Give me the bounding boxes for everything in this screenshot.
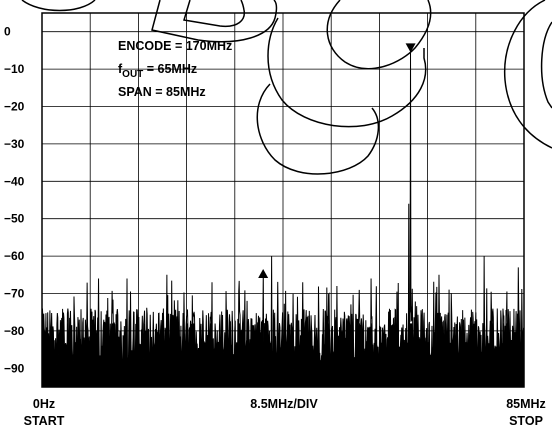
span-annotation: SPAN = 85MHz [118,85,206,99]
x-label-start: START [24,414,65,428]
y-tick-label: −10 [4,62,25,76]
fout-subscript: OUT [122,69,143,80]
x-axis-labels: 0Hz START 8.5MHz/DIV 85MHz STOP [24,397,546,428]
fout-main: f [118,62,123,76]
decorative-curve [267,17,427,128]
fout-annotation: fOUT = 65MHz [118,62,197,80]
x-label-start-freq: 0Hz [33,397,55,411]
y-tick-label: −50 [4,212,25,226]
y-tick-label: −80 [4,324,25,338]
decorative-curve [256,83,380,175]
encode-annotation: ENCODE = 170MHz [118,39,232,53]
x-label-stop-freq: 85MHz [506,397,546,411]
y-axis-ticks: 0 −10 −20 −30 −40 −50 −60 −70 −80 −90 [4,25,25,376]
y-tick-label: −60 [4,249,25,263]
decorative-curve [183,0,246,28]
annotation-block: ENCODE = 170MHz fOUT = 65MHz SPAN = 85MH… [118,39,232,99]
marker-down-icon [405,43,416,53]
y-tick-label: −70 [4,287,25,301]
y-tick-label: −90 [4,361,25,375]
markers [258,43,416,279]
noise-floor-fill [42,323,524,387]
y-tick-label: 0 [4,25,11,39]
decorative-curve [326,0,432,70]
y-tick-label: −20 [4,100,25,114]
y-tick-label: −30 [4,137,25,151]
x-label-div: 8.5MHz/DIV [250,397,318,411]
decorative-curve [503,0,552,149]
decorative-curve [151,0,278,43]
x-label-stop: STOP [509,414,543,428]
decorative-curve [21,0,96,12]
decorative-curve [540,21,552,109]
spectrum-trace-group [41,50,525,387]
plot-frame [41,12,525,388]
fout-rest: = 65MHz [143,62,197,76]
decorative-curves [21,0,552,175]
y-tick-label: −40 [4,174,25,188]
marker-up-icon [258,269,269,279]
